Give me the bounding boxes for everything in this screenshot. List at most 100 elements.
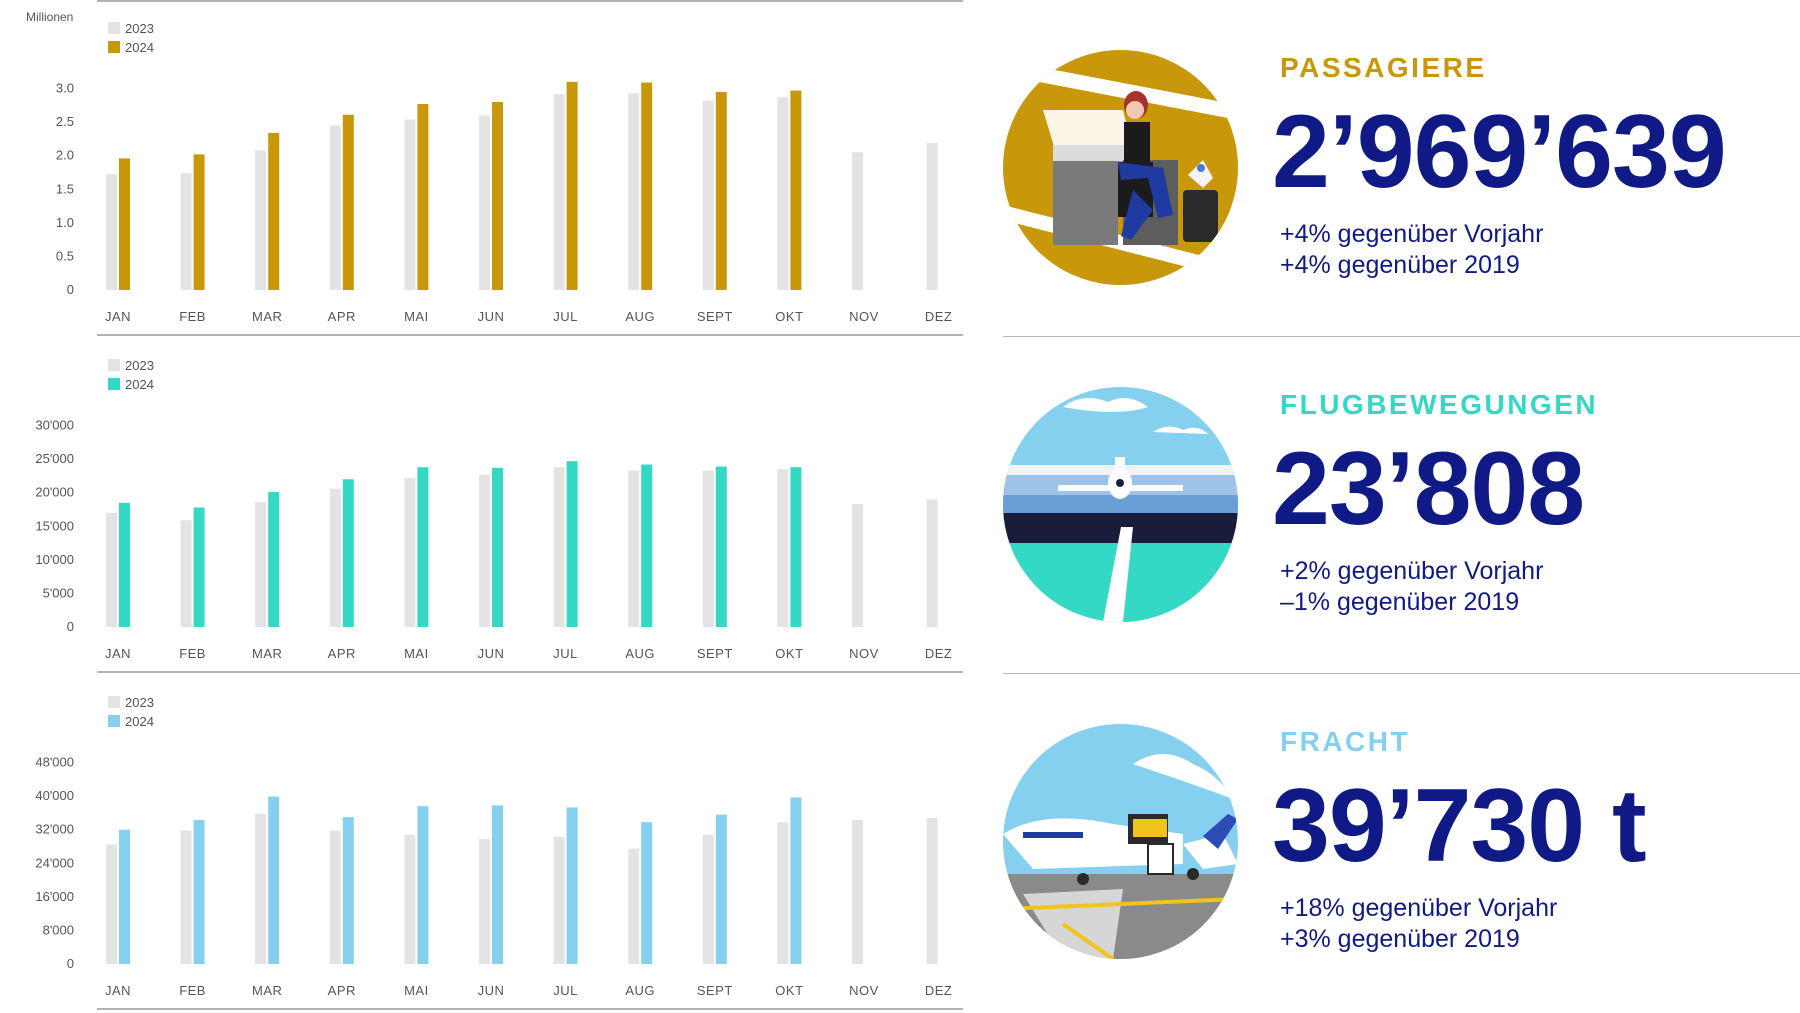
x-tick-label: OKT <box>775 983 803 998</box>
x-tick-label: DEZ <box>925 646 953 661</box>
x-tick-label: AUG <box>625 309 655 324</box>
x-tick-label: JUN <box>478 309 505 324</box>
bar-2023-jul <box>553 93 565 290</box>
bar-2023-nov <box>852 504 863 627</box>
legend-label-2024: 2024 <box>125 40 154 55</box>
bar-2024-feb <box>193 154 205 290</box>
y-tick-label: 0 <box>67 956 74 971</box>
bar-2023-aug <box>628 93 640 291</box>
bar-2023-apr <box>329 125 341 290</box>
x-tick-label: AUG <box>625 983 655 998</box>
x-tick-label: MAR <box>252 983 282 998</box>
bar-2023-mai <box>404 477 416 627</box>
y-tick-label: 25'000 <box>35 451 74 466</box>
x-tick-label: APR <box>328 983 356 998</box>
kpi-label: FRACHT <box>1280 726 1411 757</box>
x-tick-label: OKT <box>775 309 803 324</box>
x-tick-label: SEPT <box>697 983 733 998</box>
x-tick-label: APR <box>328 646 356 661</box>
x-tick-label: FEB <box>179 983 206 998</box>
x-tick-label: JUL <box>553 983 578 998</box>
y-tick-label: 40'000 <box>35 788 74 803</box>
x-tick-label: JAN <box>105 983 131 998</box>
bar-2023-apr <box>329 830 341 964</box>
bar-2024-mai <box>417 104 429 290</box>
kpi-label: FLUGBEWEGUNGEN <box>1280 389 1599 420</box>
x-tick-label: NOV <box>849 983 879 998</box>
y-tick-label: 24'000 <box>35 855 74 870</box>
y-tick-label: 20'000 <box>35 485 74 500</box>
x-tick-label: JUL <box>553 646 578 661</box>
x-tick-label: JAN <box>105 646 131 661</box>
kpi-divider <box>1003 673 1800 674</box>
bar-2023-jun <box>479 474 490 627</box>
bar-2024-feb <box>193 507 205 627</box>
bar-2024-apr <box>342 817 354 964</box>
legend-swatch-2024 <box>108 378 120 390</box>
legend-swatch-2024 <box>108 41 120 53</box>
bar-2024-jun <box>492 805 503 964</box>
bar-2024-apr <box>342 479 354 627</box>
x-tick-label: MAI <box>404 983 429 998</box>
x-tick-label: APR <box>328 309 356 324</box>
kpi-change-vs-previous-year: +18% gegenüber Vorjahr <box>1280 894 1558 922</box>
bar-2023-mai <box>404 119 416 290</box>
bar-2023-jan <box>106 173 117 290</box>
bar-2024-feb <box>193 820 205 964</box>
legend-swatch-2023 <box>108 359 120 371</box>
y-tick-label: 0 <box>67 619 74 634</box>
bar-2023-jul <box>553 836 565 964</box>
y-tick-label: 0.5 <box>56 248 74 263</box>
y-tick-label: 2.0 <box>56 148 74 163</box>
bar-2023-dez <box>926 142 938 290</box>
bar-2024-okt <box>790 467 802 627</box>
bar-2023-sept <box>702 834 714 964</box>
bar-2024-mai <box>417 806 429 964</box>
bar-2023-jun <box>479 115 490 290</box>
bar-2024-jul <box>566 81 578 290</box>
legend-swatch-2023 <box>108 22 120 34</box>
y-axis-label: Millionen <box>26 10 73 24</box>
bar-2023-feb <box>180 173 192 290</box>
y-tick-label: 10'000 <box>35 552 74 567</box>
y-tick-label: 16'000 <box>35 889 74 904</box>
x-tick-label: SEPT <box>697 309 733 324</box>
x-tick-label: NOV <box>849 309 879 324</box>
kpi-label: PASSAGIERE <box>1280 52 1487 83</box>
bar-2024-jul <box>566 807 578 964</box>
bar-2024-mai <box>417 467 429 627</box>
x-tick-label: MAI <box>404 309 429 324</box>
bar-2023-mar <box>255 813 267 964</box>
legend-label-2023: 2023 <box>125 695 154 710</box>
bar-2023-mai <box>404 834 416 964</box>
bar-2024-mar <box>268 796 280 964</box>
bar-2024-apr <box>342 114 354 290</box>
y-tick-label: 32'000 <box>35 822 74 837</box>
bar-2024-mar <box>268 492 280 627</box>
bar-2024-sept <box>715 466 727 627</box>
x-tick-label: JAN <box>105 309 131 324</box>
bar-2024-aug <box>641 822 653 964</box>
legend-label-2024: 2024 <box>125 714 154 729</box>
legend-label-2023: 2023 <box>125 358 154 373</box>
cargo-loading-illustration <box>1003 724 1238 959</box>
kpi-value: 2’969’639 <box>1272 94 1727 210</box>
bar-2023-sept <box>702 470 714 627</box>
kpi-change-vs-previous-year: +4% gegenüber Vorjahr <box>1280 220 1544 248</box>
bar-2023-okt <box>777 822 789 964</box>
y-tick-label: 48'000 <box>35 755 74 770</box>
x-tick-label: FEB <box>179 309 206 324</box>
legend-label-2023: 2023 <box>125 21 154 36</box>
kpi-change-vs-2019: +3% gegenüber 2019 <box>1280 925 1520 953</box>
passenger-lounge-illustration <box>1003 50 1238 285</box>
bar-2023-aug <box>628 470 640 627</box>
bar-2023-jan <box>106 844 117 964</box>
y-tick-label: 2.5 <box>56 114 74 129</box>
kpi-value: 39’730 t <box>1272 768 1647 884</box>
x-tick-label: MAR <box>252 646 282 661</box>
cargo-chart: 48'000 40'000 32'000 24'000 16'000 8'000 0 2023… <box>35 695 963 1010</box>
y-tick-label: 5'000 <box>43 585 74 600</box>
y-tick-label: 15'000 <box>35 518 74 533</box>
passengers-chart: Millionen 3.0 2.5 2.0 1.5 1.0 0.5 0 2023 2024 JAN F… <box>26 0 963 336</box>
kpi-change-vs-2019: –1% gegenüber 2019 <box>1280 588 1520 616</box>
